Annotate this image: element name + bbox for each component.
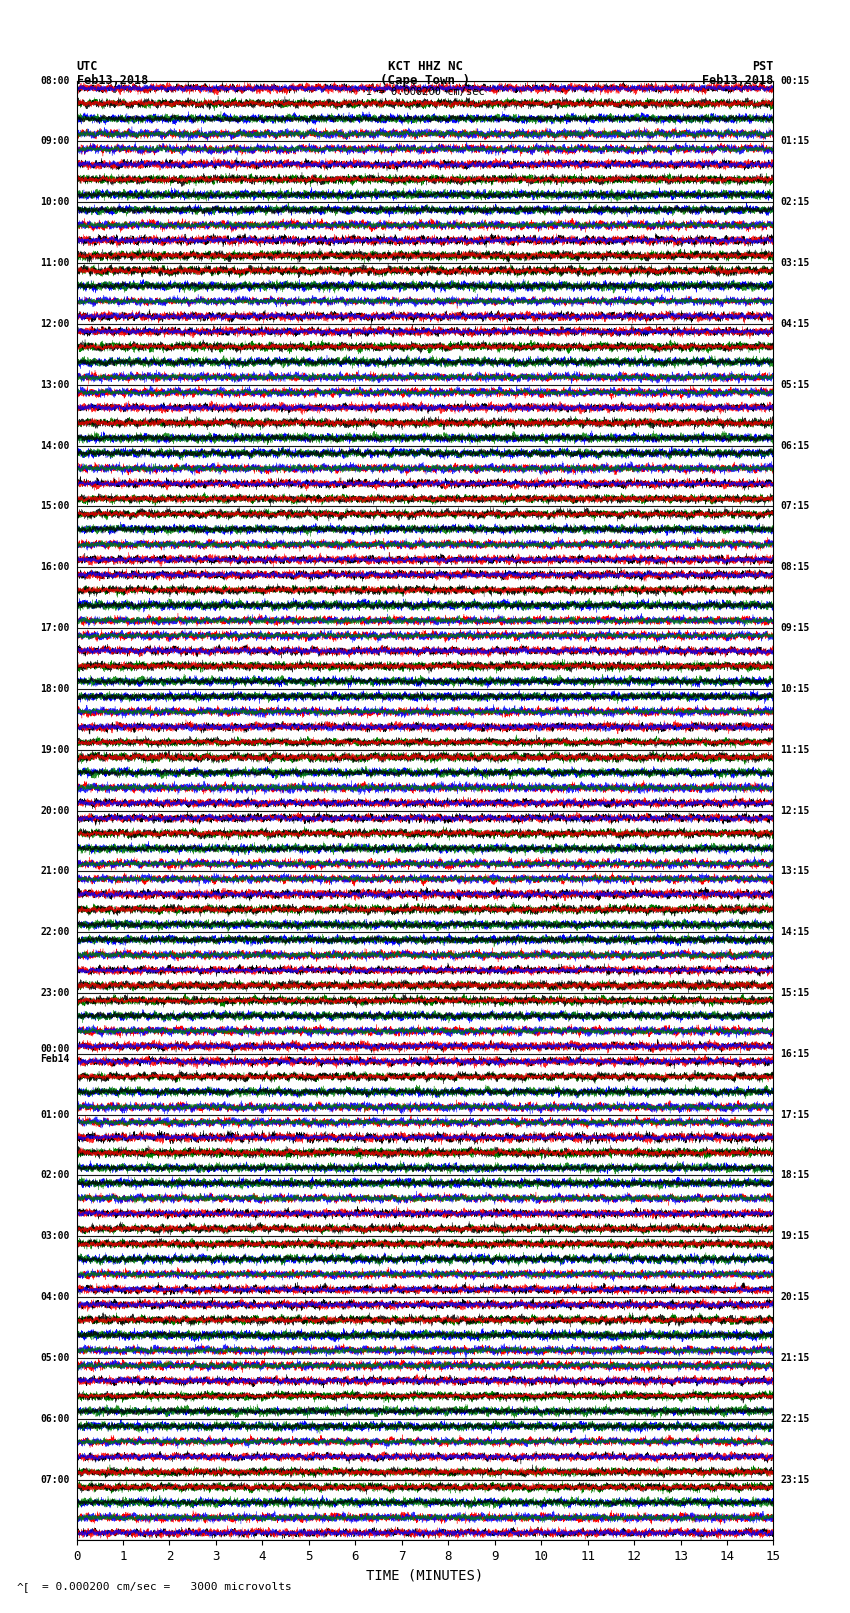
Text: 16:00: 16:00	[40, 563, 70, 573]
Text: ^[: ^[	[17, 1582, 31, 1592]
Text: 00:15: 00:15	[780, 76, 810, 85]
Text: 21:00: 21:00	[40, 866, 70, 876]
Text: 12:00: 12:00	[40, 319, 70, 329]
Text: 15:00: 15:00	[40, 502, 70, 511]
Text: 03:00: 03:00	[40, 1231, 70, 1242]
Text: 23:15: 23:15	[780, 1474, 810, 1484]
Text: 04:15: 04:15	[780, 319, 810, 329]
Text: 02:15: 02:15	[780, 197, 810, 208]
Text: (Cape Town ): (Cape Town )	[380, 74, 470, 87]
Text: 15:15: 15:15	[780, 989, 810, 998]
Text: 19:00: 19:00	[40, 745, 70, 755]
Text: 05:15: 05:15	[780, 379, 810, 390]
Text: 02:00: 02:00	[40, 1171, 70, 1181]
Text: 14:00: 14:00	[40, 440, 70, 450]
Text: 08:00: 08:00	[40, 76, 70, 85]
Text: 20:15: 20:15	[780, 1292, 810, 1302]
Text: 10:15: 10:15	[780, 684, 810, 694]
Text: 20:00: 20:00	[40, 805, 70, 816]
Text: 09:00: 09:00	[40, 137, 70, 147]
Text: 06:15: 06:15	[780, 440, 810, 450]
Text: 08:15: 08:15	[780, 563, 810, 573]
Text: 22:00: 22:00	[40, 927, 70, 937]
Text: 11:15: 11:15	[780, 745, 810, 755]
X-axis label: TIME (MINUTES): TIME (MINUTES)	[366, 1569, 484, 1582]
Text: 22:15: 22:15	[780, 1413, 810, 1424]
Text: 07:00: 07:00	[40, 1474, 70, 1484]
Text: 19:15: 19:15	[780, 1231, 810, 1242]
Text: 16:15: 16:15	[780, 1048, 810, 1058]
Text: 17:15: 17:15	[780, 1110, 810, 1119]
Text: 10:00: 10:00	[40, 197, 70, 208]
Text: 12:15: 12:15	[780, 805, 810, 816]
Text: Feb13,2018: Feb13,2018	[702, 74, 774, 87]
Text: 07:15: 07:15	[780, 502, 810, 511]
Text: 01:00: 01:00	[40, 1110, 70, 1119]
Text: 13:00: 13:00	[40, 379, 70, 390]
Text: 06:00: 06:00	[40, 1413, 70, 1424]
Text: 05:00: 05:00	[40, 1353, 70, 1363]
Text: Feb14: Feb14	[40, 1053, 70, 1065]
Text: = 0.000200 cm/sec =   3000 microvolts: = 0.000200 cm/sec = 3000 microvolts	[42, 1582, 292, 1592]
Text: PST: PST	[752, 60, 774, 73]
Text: 18:15: 18:15	[780, 1171, 810, 1181]
Text: KCT HHZ NC: KCT HHZ NC	[388, 60, 462, 73]
Text: 03:15: 03:15	[780, 258, 810, 268]
Text: I = 0.000200 cm/sec: I = 0.000200 cm/sec	[366, 87, 484, 97]
Text: 04:00: 04:00	[40, 1292, 70, 1302]
Text: 23:00: 23:00	[40, 989, 70, 998]
Text: 11:00: 11:00	[40, 258, 70, 268]
Text: 00:00: 00:00	[40, 1044, 70, 1053]
Text: 18:00: 18:00	[40, 684, 70, 694]
Text: 09:15: 09:15	[780, 623, 810, 632]
Text: 01:15: 01:15	[780, 137, 810, 147]
Text: 13:15: 13:15	[780, 866, 810, 876]
Text: 21:15: 21:15	[780, 1353, 810, 1363]
Text: 17:00: 17:00	[40, 623, 70, 632]
Text: 14:15: 14:15	[780, 927, 810, 937]
Text: Feb13,2018: Feb13,2018	[76, 74, 148, 87]
Text: UTC: UTC	[76, 60, 98, 73]
